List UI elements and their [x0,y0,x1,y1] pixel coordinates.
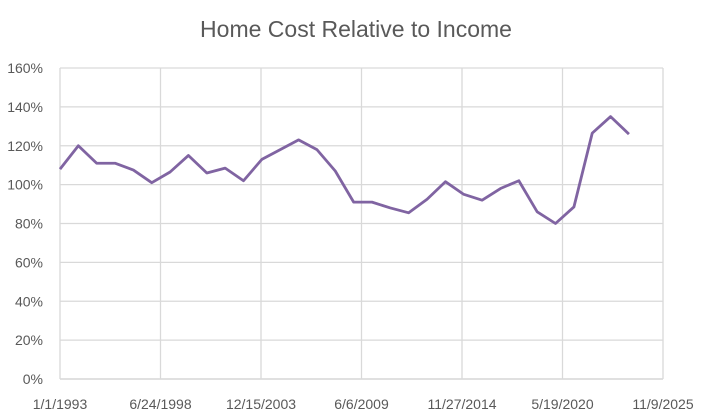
x-axis-ticks: 1/1/1993 6/24/1998 12/15/2003 6/6/2009 11/27… [33,396,694,412]
y-tick-label: 120% [7,138,43,154]
y-tick-label: 80% [15,216,43,232]
x-tick-label: 12/15/2003 [226,396,296,412]
series-layer [58,115,630,225]
y-tick-label: 100% [7,177,43,193]
y-tick-label: 60% [15,254,43,270]
x-tick-label: 5/19/2020 [531,396,593,412]
x-tick-label: 11/27/2014 [427,396,496,412]
x-tick-label: 1/1/1993 [33,396,88,412]
y-tick-label: 160% [7,60,43,76]
x-tick-label: 11/9/2025 [632,396,693,412]
y-tick-label: 0% [23,371,43,387]
y-tick-label: 20% [15,332,43,348]
gridlines [59,67,664,380]
chart-title: Home Cost Relative to Income [200,16,512,42]
y-axis-ticks: 0% 20% 40% 60% 80% 100% 120% 140% 160% [7,60,43,387]
y-tick-label: 40% [15,293,43,309]
x-tick-label: 6/6/2009 [334,396,389,412]
x-tick-label: 6/24/1998 [129,396,191,412]
series-line [58,115,630,225]
y-tick-label: 140% [7,99,43,115]
